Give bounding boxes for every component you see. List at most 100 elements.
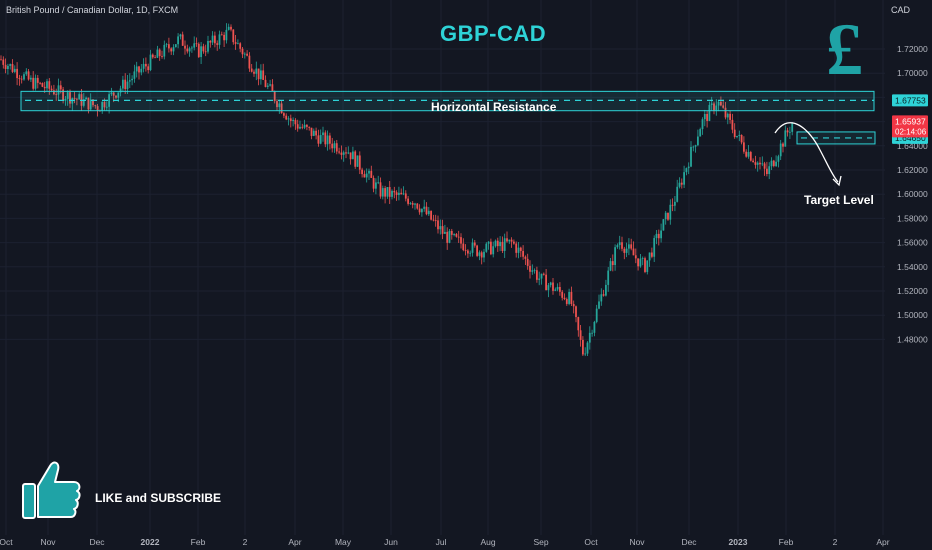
candle-body [218, 34, 221, 45]
candle-body [34, 77, 37, 89]
candle-body [165, 44, 168, 46]
candle-body [768, 166, 771, 174]
candle-body [782, 143, 784, 147]
candle-body [526, 258, 529, 266]
resistance-price-tag-bg [892, 94, 928, 107]
candle-body [255, 68, 258, 74]
candle-body [522, 250, 524, 257]
candle-body [124, 79, 127, 90]
time-axis[interactable]: Oct Nov Dec 2022 Feb 2 Apr May Jun Jul Aug Sep Oct No… [0, 537, 890, 547]
candle-body [400, 192, 403, 195]
y-tick-label: 1.58000 [897, 213, 928, 223]
candle-body [138, 66, 140, 73]
candle-body [483, 251, 485, 258]
price-axis[interactable]: 1.720001.700001.680001.660001.640001.620… [892, 44, 928, 344]
candle-body [379, 182, 382, 197]
candle-body [536, 270, 538, 280]
candle-body [648, 252, 651, 261]
candle-body [478, 252, 481, 256]
candle-body [30, 77, 32, 80]
candle-body [731, 119, 734, 130]
candle-body [273, 91, 276, 102]
candle-body [540, 273, 543, 279]
candle-body [775, 161, 777, 167]
candle-body [94, 105, 97, 107]
candle-body [115, 95, 117, 98]
candle-body [312, 130, 315, 136]
candle-body [145, 63, 147, 67]
candle-body [752, 160, 754, 163]
candle-body [577, 317, 580, 331]
candle-body [710, 103, 713, 105]
candle-body [772, 160, 775, 167]
x-tick-label: Nov [40, 537, 56, 547]
candle-body [239, 43, 242, 49]
candle-body [427, 210, 430, 215]
like-subscribe-text[interactable]: LIKE and SUBSCRIBE [95, 491, 222, 505]
candle-body [430, 210, 432, 220]
candle-body [575, 306, 577, 318]
candle-body [310, 127, 313, 136]
candle-body [717, 101, 720, 106]
candle-body [745, 151, 748, 157]
candle-body [517, 247, 520, 253]
candle-body [614, 247, 616, 266]
candle-body [510, 239, 513, 242]
candle-body [639, 258, 642, 267]
candle-body [191, 47, 193, 49]
candle-body [595, 308, 598, 322]
candle-body [319, 135, 322, 144]
candle-body [446, 231, 449, 243]
candle-body [317, 135, 320, 144]
candle-body [322, 132, 324, 136]
candle-body [301, 126, 304, 128]
candle-body [708, 104, 711, 121]
candle-body [591, 332, 593, 334]
x-tick-label: Nov [629, 537, 645, 547]
candle-body [207, 41, 209, 52]
candle-body [227, 26, 230, 30]
candle-body [584, 353, 587, 355]
candle-body [756, 162, 759, 165]
candle-body [16, 68, 18, 79]
x-tick-label: 2023 [729, 537, 748, 547]
candle-body [292, 119, 294, 121]
candle-body [7, 65, 9, 70]
candle-body [471, 242, 474, 253]
candle-body [565, 299, 568, 304]
y-tick-label: 1.52000 [897, 286, 928, 296]
candle-body [448, 230, 451, 243]
candle-body [784, 130, 787, 147]
candle-body [690, 146, 692, 167]
candle-body [653, 238, 656, 257]
resistance-label: Horizontal Resistance [431, 100, 557, 114]
candle-body [250, 68, 253, 72]
candle-body [43, 86, 46, 89]
candle-body [151, 54, 154, 58]
candle-body [0, 59, 2, 61]
candle-body [494, 240, 497, 247]
resistance-price-tag: 1.67753 [895, 95, 926, 105]
x-tick-label: Sep [533, 537, 548, 547]
candle-body [687, 166, 690, 169]
candle-body [455, 233, 458, 237]
candle-body [352, 151, 354, 160]
candle-body [701, 119, 704, 130]
candle-body [278, 103, 281, 108]
candle-body [441, 226, 444, 234]
candle-body [625, 248, 628, 253]
candle-body [356, 155, 359, 167]
y-tick-label: 1.62000 [897, 165, 928, 175]
y-tick-label: 1.56000 [897, 238, 928, 248]
candle-body [634, 255, 637, 259]
candle-body [678, 182, 681, 187]
candle-body [41, 83, 44, 87]
candle-body [338, 151, 340, 153]
thumbs-up-icon[interactable] [20, 458, 82, 522]
candle-body [2, 59, 5, 65]
candle-body [20, 78, 23, 80]
candle-body [605, 284, 607, 296]
candle-body [253, 71, 255, 74]
candle-body [761, 163, 764, 165]
